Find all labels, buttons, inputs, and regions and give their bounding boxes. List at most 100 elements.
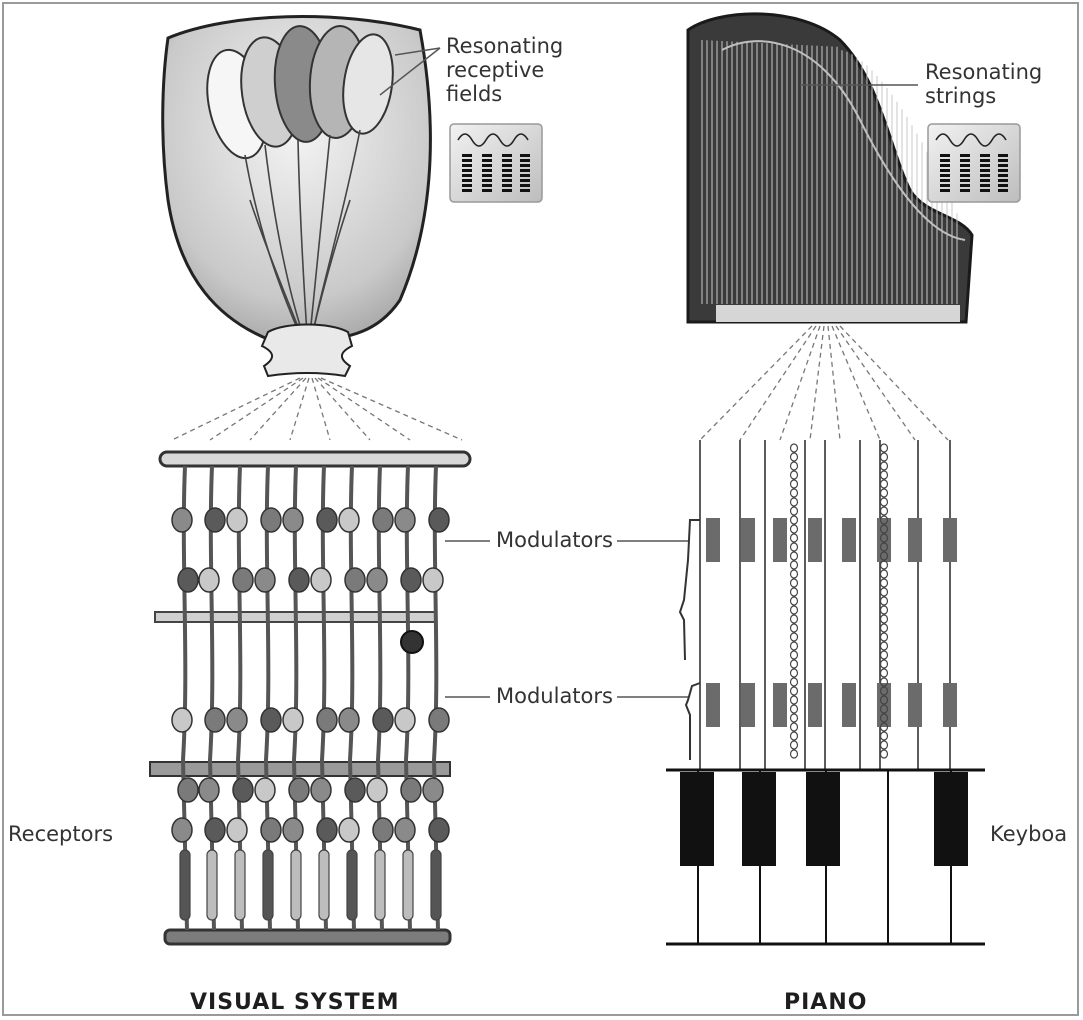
black-key [680,772,714,866]
photoreceptor [318,849,330,921]
label-resonating-strings: Resonating strings [925,60,1043,109]
photoreceptor [402,849,414,921]
photoreceptor [374,849,386,921]
retina-column [431,465,440,931]
visual-dashed-fan [171,377,463,441]
retina-cell [428,507,450,533]
lgn-shape [260,323,354,378]
retina-column [291,465,300,931]
retina-column [347,465,356,931]
modulator-hammer [706,518,720,562]
retina-cell [422,567,444,593]
retina-cell [171,817,193,843]
retina-cell [316,707,338,733]
retina-column [180,465,189,931]
piano-soundboard [686,12,974,324]
retina-cell [366,777,388,803]
modulator-hammer [706,683,720,727]
retina-cell [171,507,193,533]
resonance-wave-icon [449,123,543,203]
retina-cell [394,707,416,733]
title-piano: PIANO [784,990,868,1015]
retina-column [319,465,328,931]
retina-cell [400,777,422,803]
retina-cell [394,507,416,533]
retina-cell [288,567,310,593]
retina-cell [198,567,220,593]
retina-cell [282,817,304,843]
retina-cell [204,707,226,733]
modulator-hammer [908,518,922,562]
resonance-wave-icon [927,123,1021,203]
retina-cell [344,567,366,593]
retina-column [263,465,272,931]
photoreceptor [290,849,302,921]
piano-dashed-fan [699,325,949,441]
retina-cell [372,817,394,843]
retina-cell [366,567,388,593]
photoreceptor [430,849,442,921]
retina-cell [400,630,424,654]
photoreceptor [262,849,274,921]
label-resonating-receptive-fields: Resonating receptive fields [446,34,564,107]
callout-receptive-fields [379,47,441,96]
modulator-hammer [943,683,957,727]
retina-cell [198,777,220,803]
photoreceptor [206,849,218,921]
retina-cell [260,817,282,843]
modulator-hammer [943,518,957,562]
modulator-hammer [908,683,922,727]
label-modulators-top: Modulators [496,528,613,552]
black-key [742,772,776,866]
retina-cell [394,817,416,843]
black-key [806,772,840,866]
retina-cell [316,817,338,843]
retina-cell [177,777,199,803]
retina-cell [310,777,332,803]
retina-cell [372,707,394,733]
label-modulators-bottom: Modulators [496,684,613,708]
photoreceptor [179,849,191,921]
modulator-callouts-left [445,540,688,698]
modulator-hammer [808,518,822,562]
retina-cell [288,777,310,803]
retina-cell [226,707,248,733]
label-receptors: Receptors [8,822,114,846]
modulator-hammer [741,518,755,562]
retina-cell [177,567,199,593]
piano-action [678,440,957,770]
modulator-hammer [842,518,856,562]
retina-cell [282,707,304,733]
retina-cell [226,817,248,843]
retina-cell [338,707,360,733]
modulator-hammer [773,683,787,727]
retina-column [375,465,384,931]
receptive-field-ellipses [206,25,394,160]
retina-cell [338,817,360,843]
retina-cell [428,817,450,843]
black-key [934,772,968,866]
retina-cell [316,507,338,533]
retina-cell [204,507,226,533]
title-visual-system: VISUAL SYSTEM [190,990,400,1015]
piano-keyboard [666,768,985,946]
label-keyboard: Keyboa [990,822,1068,846]
modulator-hammer [773,518,787,562]
retina-cell [171,707,193,733]
retina-cell [232,567,254,593]
retina-cell [344,777,366,803]
photoreceptor [346,849,358,921]
retina-cell [226,507,248,533]
retina-cell [422,777,444,803]
modulator-hammer [741,683,755,727]
retina-cell [260,507,282,533]
retina-cell [204,817,226,843]
retina-column [235,465,244,931]
retina-cell [428,707,450,733]
retina-cell [400,567,422,593]
retina-cell [282,507,304,533]
retina-cell [254,777,276,803]
retina-column [207,465,216,931]
